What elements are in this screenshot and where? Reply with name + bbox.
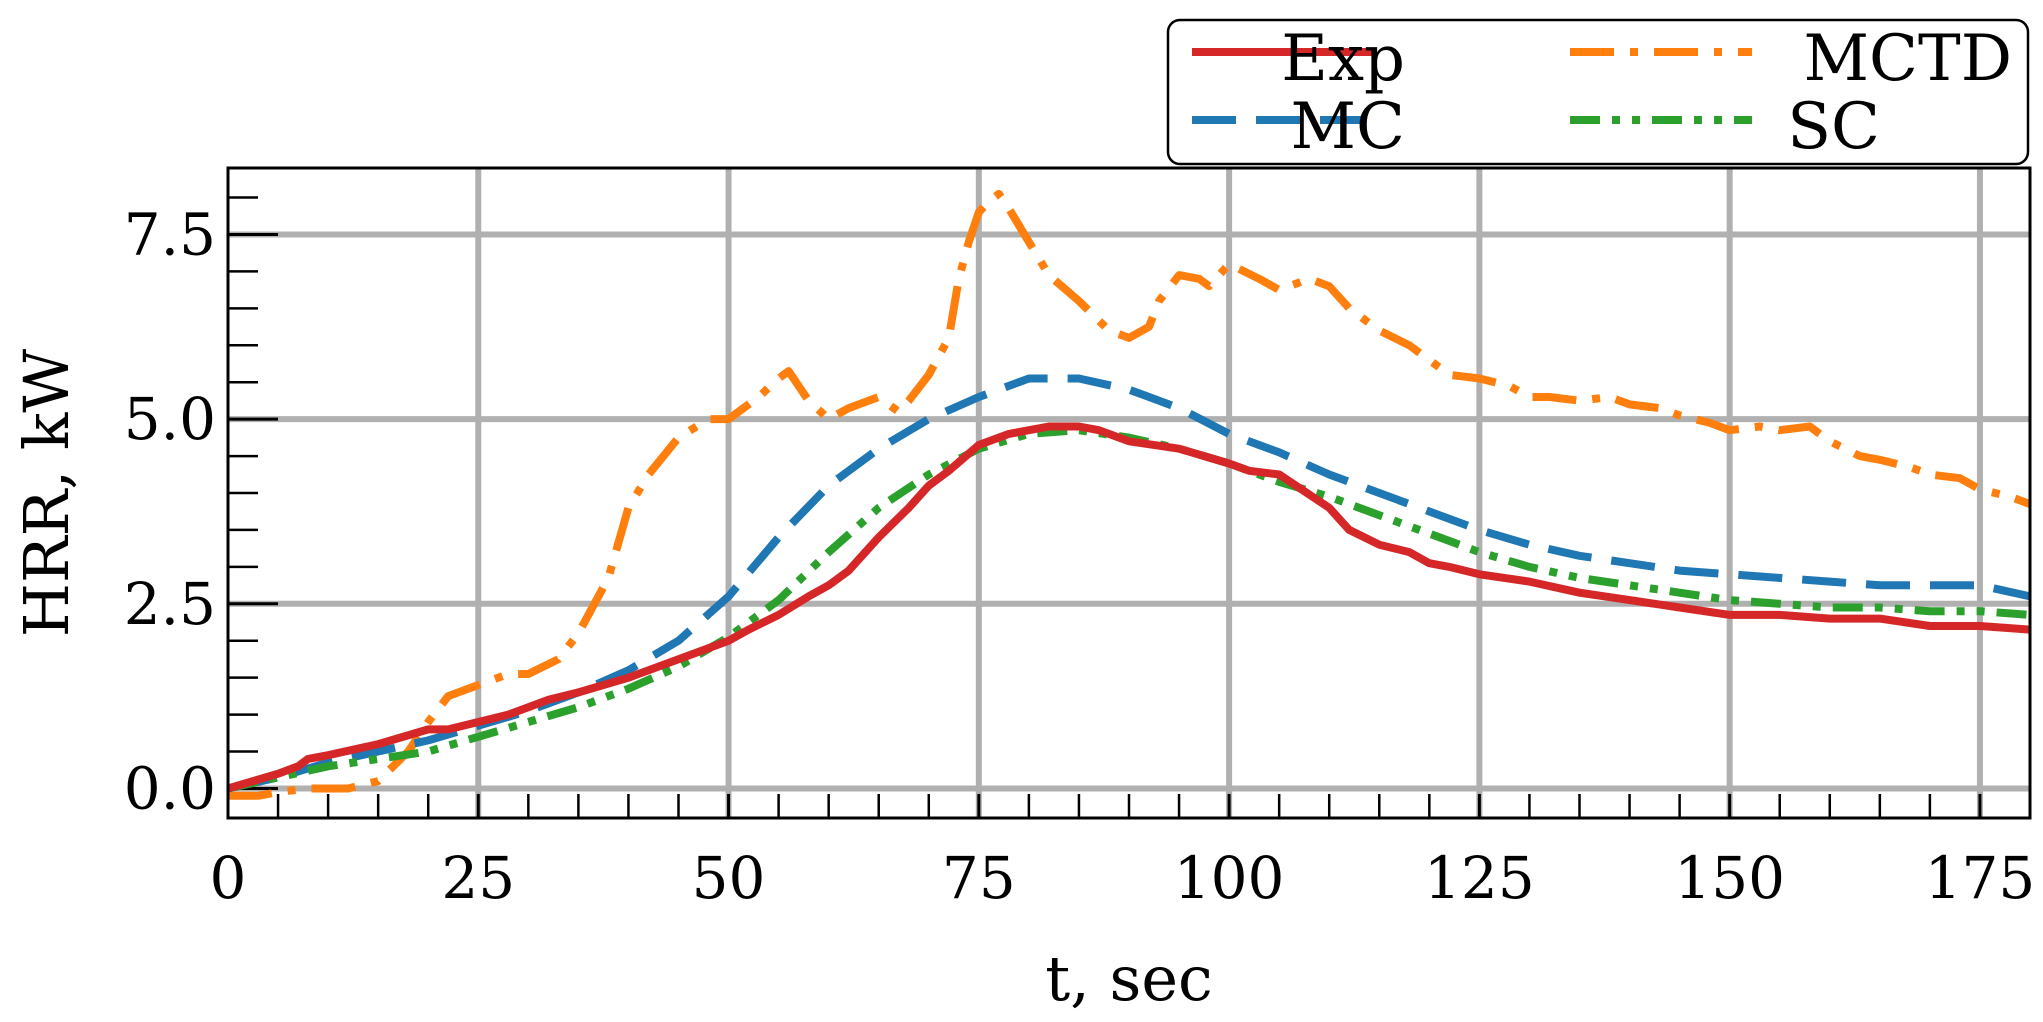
- legend-label-exp: Exp: [1281, 22, 1405, 96]
- minor-ticks: [226, 196, 1982, 818]
- plot-area-border: [226, 166, 2032, 820]
- grid-lines: [228, 168, 2030, 818]
- y-tick-label: 7.5: [124, 200, 216, 268]
- legend-box: [1166, 18, 2030, 166]
- x-tick-label: 175: [1925, 844, 2036, 912]
- x-tick-label: 0: [210, 844, 247, 912]
- x-tick-label: 100: [1174, 844, 1285, 912]
- legend-entries: Exp MCTD MC SC: [1192, 22, 2012, 164]
- x-tick-label: 125: [1424, 844, 1535, 912]
- y-tick-label: 0.0: [124, 754, 216, 822]
- x-tick-label: 150: [1674, 844, 1785, 912]
- data-series: [226, 189, 2032, 800]
- y-axis-label: HRR, kW: [10, 349, 83, 637]
- x-tick-label: 25: [441, 844, 515, 912]
- y-tick-label: 5.0: [124, 385, 216, 453]
- legend-label-mc: MC: [1291, 90, 1406, 164]
- series-line-mctd: [228, 189, 2032, 800]
- x-axis-label: t, sec: [1045, 942, 1213, 1015]
- legend-label-sc: SC: [1787, 90, 1880, 164]
- y-tick-labels: 0.0 2.5 5.0 7.5: [124, 200, 216, 822]
- y-tick-label: 2.5: [124, 570, 216, 638]
- x-tick-labels: 0 25 50 75 100 125 150 175: [210, 844, 2036, 912]
- x-tick-label: 75: [942, 844, 1016, 912]
- legend: Exp MCTD MC SC: [1166, 18, 2030, 166]
- series-line-exp: [226, 422, 2031, 793]
- legend-label-mctd: MCTD: [1804, 22, 2013, 96]
- x-tick-label: 50: [692, 844, 766, 912]
